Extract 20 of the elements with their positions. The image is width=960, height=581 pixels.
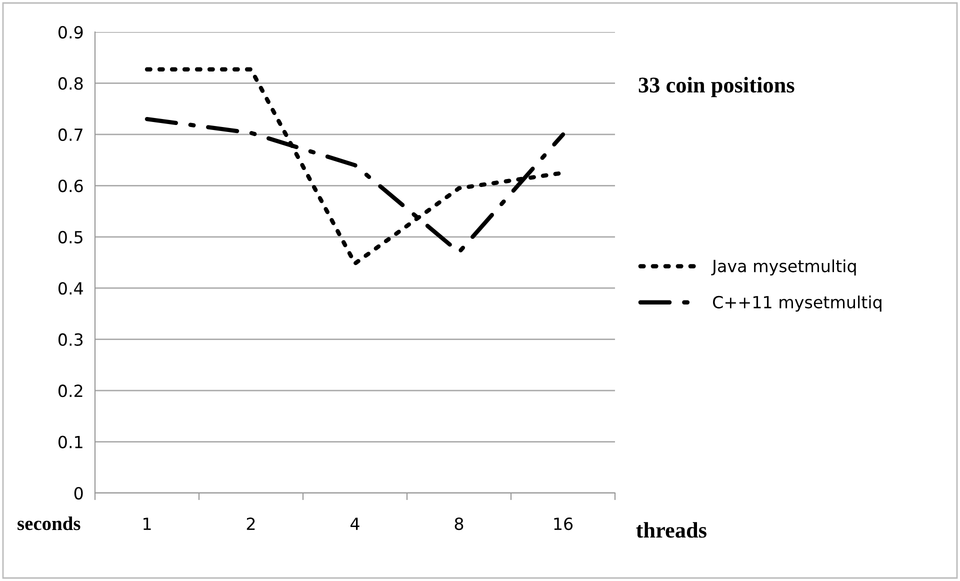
x-tick-label: 8 bbox=[454, 518, 464, 530]
y-tick-label: 0.7 bbox=[58, 128, 82, 142]
x-tick-label: 16 bbox=[554, 518, 573, 530]
y-tick-label: 0.2 bbox=[58, 384, 82, 398]
legend-label: Java mysetmultiq bbox=[711, 259, 856, 276]
y-tick-label: 0.6 bbox=[58, 180, 83, 192]
y-tick-label: 0.1 bbox=[58, 436, 82, 448]
y-axis-title: seconds bbox=[18, 516, 80, 530]
y-tick-label: 0.3 bbox=[58, 333, 83, 346]
text: 33 coin positions bbox=[638, 76, 794, 98]
y-tick-label: 0.9 bbox=[58, 26, 83, 39]
x-tick-label: 4 bbox=[350, 518, 360, 530]
x-axis-title: threads bbox=[636, 522, 706, 538]
legend-label: C++11 mysetmultiq bbox=[713, 296, 882, 312]
y-tick-label: 0.8 bbox=[58, 77, 83, 90]
x-tick-label: 2 bbox=[246, 518, 255, 530]
y-tick-label: 0 bbox=[74, 486, 83, 500]
y-tick-label: 0.5 bbox=[58, 230, 82, 244]
x-tick-label: 1 bbox=[144, 518, 151, 530]
y-tick-label: 0.4 bbox=[58, 282, 83, 295]
